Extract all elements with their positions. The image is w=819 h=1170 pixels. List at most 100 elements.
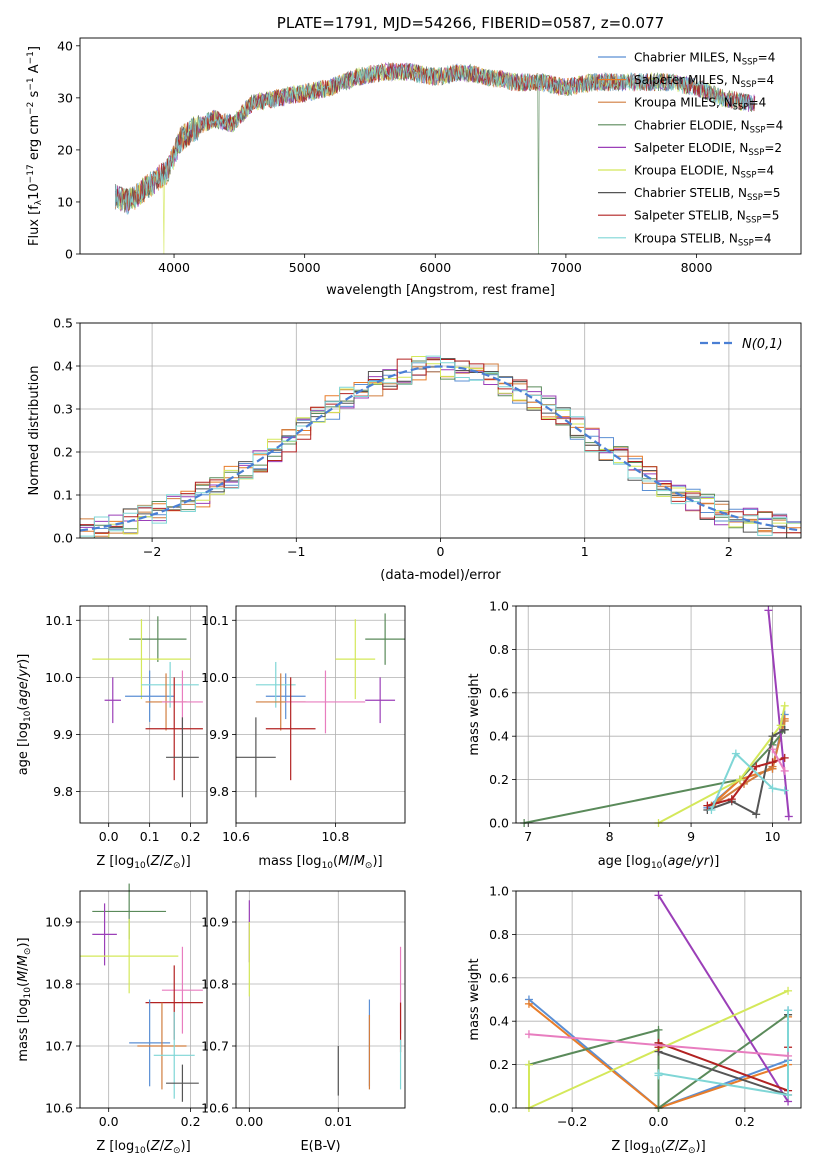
y-tick-label: 0.6: [489, 685, 509, 700]
x-axis-label: Z [log10(Z/Z⊙)]: [611, 1139, 705, 1156]
data-point: [153, 1011, 195, 1099]
panel-mass_vs_Z: 0.0 0.2 10.6 10.7 10.8 10.9 Z [log10(Z/Z⊙)] mas…: [16, 883, 208, 1156]
data-point: [141, 661, 199, 708]
legend-label: Salpeter ELODIE, NSSP=2: [634, 141, 782, 158]
data-point: [365, 677, 396, 724]
x-tick-label: 0.01: [324, 1114, 352, 1129]
y-tick-label: 10.7: [45, 1039, 73, 1054]
reference-gaussian-line: [80, 365, 799, 532]
legend-label: Chabrier ELODIE, NSSP=4: [634, 118, 783, 135]
series-marker: [784, 1006, 793, 1015]
series-line: [767, 610, 790, 817]
series-marker: [784, 986, 793, 995]
data-point: [265, 673, 306, 720]
axes-frame: [515, 890, 802, 1109]
y-tick-label: 10.8: [201, 977, 229, 992]
series-marker: [654, 1025, 663, 1034]
series-marker: [784, 1090, 793, 1099]
data-point: [92, 619, 191, 700]
x-tick-label: 0: [437, 544, 445, 559]
spectrum-plot: [114, 61, 756, 254]
data-point: [166, 1064, 199, 1102]
series-marker: [735, 775, 744, 784]
x-axis-label: Z [log10(Z/Z⊙)]: [96, 854, 190, 871]
panel-spectrum: 4000 5000 6000 7000 8000 0 10 20 30 40 PLATE=1791,…: [26, 14, 802, 298]
y-tick-label: 0.4: [53, 359, 73, 374]
y-tick-label: 10.9: [45, 915, 73, 930]
x-tick-label: 0.2: [735, 1114, 755, 1129]
legend-label: Kroupa STELIB, NSSP=4: [634, 231, 772, 248]
axes-frame: [79, 605, 208, 824]
series-marker: [784, 812, 793, 821]
x-tick-label: 7000: [550, 260, 582, 275]
data-point: [285, 670, 366, 734]
y-tick-label: 0.0: [53, 531, 73, 546]
series-line: [114, 62, 756, 254]
series-line: [114, 61, 756, 213]
series-marker: [776, 721, 785, 730]
series-marker: [654, 891, 663, 900]
axes-frame: [79, 37, 802, 255]
x-tick-label: 0.2: [181, 1114, 201, 1129]
series-line: [657, 894, 789, 1103]
x-tick-label: 0.0: [649, 1114, 669, 1129]
x-tick-label: 8: [606, 829, 614, 844]
data-point: [80, 918, 179, 994]
y-tick-label: 9.8: [53, 784, 73, 799]
panel-mass_vs_EBV: 0.00 0.01 10.6 10.7 10.8 10.9 E(B-V): [201, 890, 406, 1154]
y-axis-label: age [log10(age/yr)]: [16, 654, 33, 776]
series-marker: [731, 749, 740, 758]
data-point: [265, 677, 316, 781]
series-line: [114, 62, 756, 212]
x-axis-label: Z [log10(Z/Z⊙)]: [96, 1139, 190, 1156]
series-marker: [780, 753, 789, 762]
x-axis-label: (data-model)/error: [380, 568, 501, 583]
axes-frame: [79, 890, 208, 1109]
series-line: [114, 63, 756, 215]
y-tick-label: 10.6: [201, 1101, 229, 1116]
y-tick-label: 1.0: [489, 599, 509, 614]
data-point: [125, 670, 175, 722]
y-tick-label: 0.4: [489, 729, 509, 744]
x-tick-label: 10.6: [222, 829, 250, 844]
series-marker: [752, 810, 761, 819]
y-tick-label: 0.4: [489, 1014, 509, 1029]
y-tick-label: 9.8: [209, 784, 229, 799]
legend-label: Salpeter STELIB, NSSP=5: [634, 209, 779, 226]
x-tick-label: 7: [524, 829, 532, 844]
panel-age_vs_Z: 0.0 0.1 0.2 9.8 9.9 10.0 10.1 Z [log10(Z/Z⊙)] ag…: [16, 605, 208, 871]
legend-label: Chabrier MILES, NSSP=4: [634, 51, 775, 68]
y-tick-label: 0.5: [53, 316, 73, 331]
data-point: [255, 661, 296, 708]
x-tick-label: 5000: [289, 260, 321, 275]
series-line: [528, 1033, 789, 1057]
panel-age_vs_mass: 10.6 10.8 9.8 9.9 10.0 10.1 mass [log10(M/M⊙)]: [201, 605, 406, 871]
y-tick-label: 10.0: [45, 670, 73, 685]
y-tick-label: 0.0: [489, 816, 509, 831]
x-axis-label: wavelength [Angstrom, rest frame]: [326, 283, 555, 298]
data-point: [104, 677, 121, 724]
y-tick-label: 0.8: [489, 927, 509, 942]
chart-title: PLATE=1791, MJD=54266, FIBERID=0587, z=0…: [277, 14, 664, 32]
lines-plot: [524, 891, 793, 1112]
lines-plot: [520, 606, 793, 827]
series-line: [114, 64, 743, 254]
data-point: [129, 999, 171, 1087]
series-marker: [654, 1069, 663, 1078]
y-tick-label: 10: [57, 194, 73, 209]
series-line: [658, 705, 786, 824]
y-tick-label: 0.6: [489, 970, 509, 985]
x-axis-label: mass [log10(M/M⊙)]: [258, 854, 382, 871]
panel-mass_weight_vs_Z: −0.2 0.0 0.2 0.0 0.2 0.4 0.6 0.8 1.0 Z [log10(Z/Z…: [467, 884, 802, 1156]
series-marker: [524, 999, 533, 1008]
series-marker: [780, 766, 789, 775]
x-tick-label: −2: [143, 544, 161, 559]
x-tick-label: 0.00: [235, 1114, 263, 1129]
data-point: [236, 717, 276, 798]
y-tick-label: 10.8: [45, 977, 73, 992]
series-marker: [768, 732, 777, 741]
y-tick-label: 0.2: [53, 445, 73, 460]
series-line: [523, 729, 786, 824]
axes-frame: [79, 322, 802, 539]
